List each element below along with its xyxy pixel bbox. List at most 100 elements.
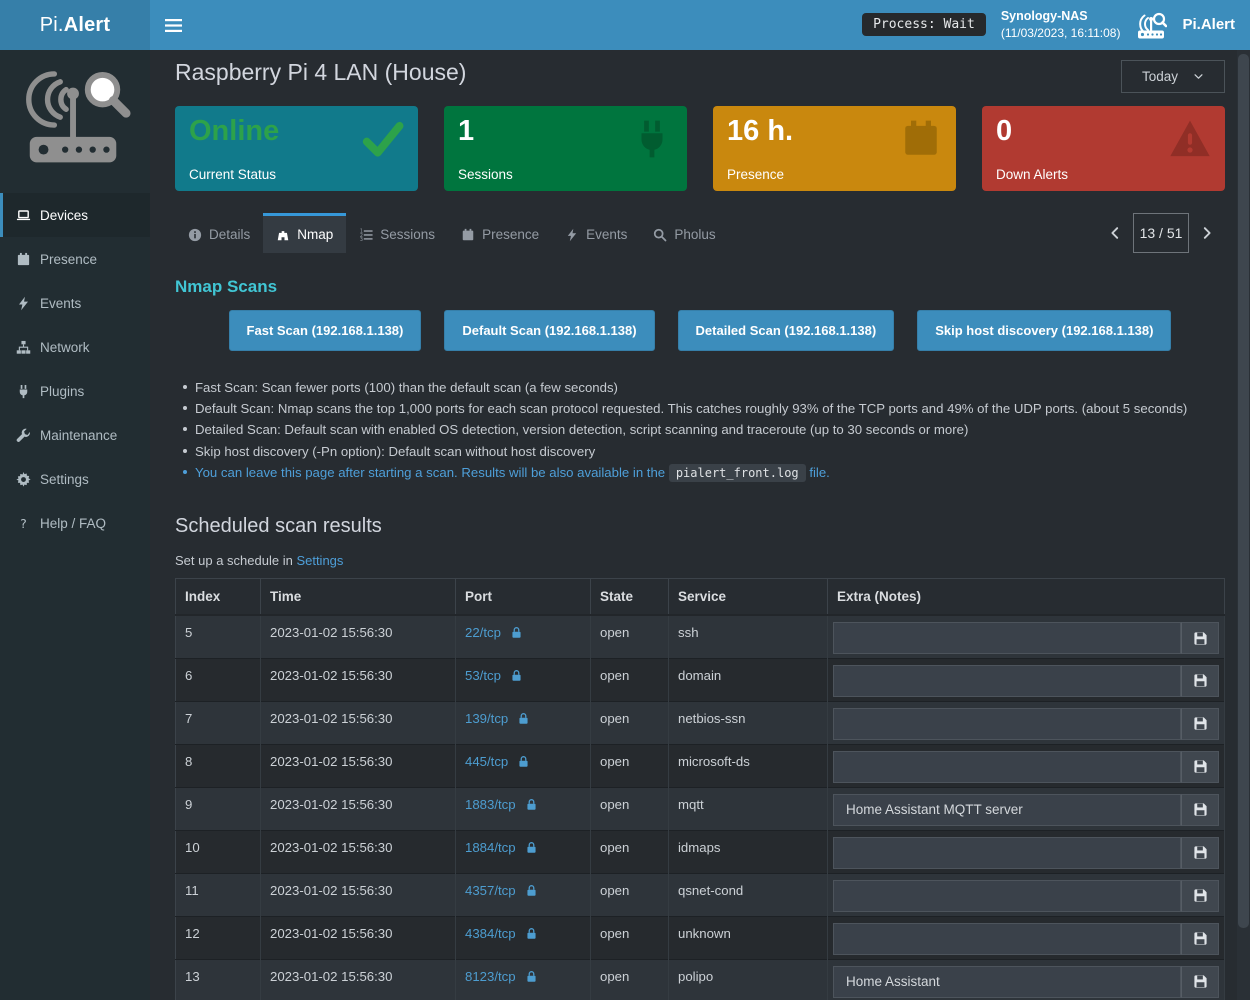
port-link[interactable]: 1883/tcp (465, 796, 516, 812)
scan-result-row: 8 2023-01-02 15:56:30 445/tcp open micro… (175, 743, 1225, 788)
note-input[interactable] (833, 664, 1181, 697)
note-cell (827, 915, 1225, 960)
save-icon (1193, 974, 1208, 989)
save-note-button[interactable] (1181, 836, 1219, 869)
port-link[interactable]: 139/tcp (465, 710, 509, 726)
state-cell: open (590, 700, 669, 745)
card-label: Sessions (458, 167, 513, 182)
tab[interactable]: Events (552, 213, 640, 253)
tab-label: Details (209, 227, 251, 242)
bars-icon (165, 18, 182, 33)
app-brand[interactable]: Pi. Alert (0, 0, 150, 50)
lock-icon (510, 626, 523, 639)
save-note-button[interactable] (1181, 707, 1219, 740)
sitemap-icon (15, 340, 31, 355)
column-header: Index (175, 578, 261, 617)
scrollbar[interactable] (1237, 50, 1250, 1000)
tab[interactable]: Nmap (263, 213, 347, 253)
port-cell: 53/tcp (455, 657, 591, 702)
tab[interactable]: Details (175, 213, 263, 253)
time-cell: 2023-01-02 15:56:30 (260, 958, 456, 1000)
sidebar-item[interactable]: Devices (0, 193, 150, 237)
port-cell: 4384/tcp (455, 915, 591, 960)
scan-button[interactable]: Fast Scan (192.168.1.138) (228, 310, 422, 351)
port-link[interactable]: 8123/tcp (465, 968, 516, 984)
sidebar: Devices Presence Events Network Plugins … (0, 50, 150, 1000)
summary-card[interactable]: 1 Sessions (444, 106, 687, 191)
save-note-button[interactable] (1181, 965, 1219, 998)
note-input[interactable] (833, 750, 1181, 783)
note-input[interactable] (833, 836, 1181, 869)
next-device-button[interactable] (1189, 213, 1225, 253)
summary-card[interactable]: Online Current Status (175, 106, 418, 191)
sidebar-item[interactable]: Maintenance (0, 413, 150, 457)
save-icon (1193, 631, 1208, 646)
tab[interactable]: Presence (448, 213, 552, 253)
chevron-right-icon (1200, 226, 1214, 240)
host-timestamp: (11/03/2023, 16:11:08) (1000, 26, 1121, 41)
sidebar-item[interactable]: ? Help / FAQ (0, 501, 150, 545)
tab[interactable]: Pholus (640, 213, 728, 253)
port-link[interactable]: 22/tcp (465, 625, 501, 641)
service-cell: unknown (668, 915, 828, 960)
sidebar-item-label: Network (40, 339, 90, 355)
sidebar-item-label: Maintenance (40, 427, 118, 443)
sidebar-item[interactable]: Network (0, 325, 150, 369)
note-input[interactable] (833, 707, 1181, 740)
sidebar-item[interactable]: Events (0, 281, 150, 325)
service-cell: polipo (668, 958, 828, 1000)
port-cell: 22/tcp (455, 614, 591, 659)
port-link[interactable]: 4384/tcp (465, 925, 516, 941)
column-header: Time (260, 578, 456, 617)
info-circle-icon (188, 228, 202, 242)
scan-button[interactable]: Detailed Scan (192.168.1.138) (677, 310, 895, 351)
sidebar-item[interactable]: Settings (0, 457, 150, 501)
period-selector[interactable]: Today (1121, 60, 1225, 93)
note-cell (827, 743, 1225, 788)
index-cell: 8 (175, 743, 261, 788)
prev-device-button[interactable] (1097, 213, 1133, 253)
save-note-button[interactable] (1181, 922, 1219, 955)
note-input[interactable] (833, 965, 1181, 998)
summary-card[interactable]: 0 Down Alerts (982, 106, 1225, 191)
state-cell: open (590, 614, 669, 659)
tab-label: Nmap (297, 227, 334, 242)
pialert-logo (16, 68, 134, 168)
top-navbar: Pi. Alert Process: Wait Synology-NAS (11/… (0, 0, 1250, 50)
schedule-hint: Set up a schedule in Settings (175, 553, 344, 569)
port-link[interactable]: 4357/tcp (465, 882, 516, 898)
scan-button[interactable]: Skip host discovery (192.168.1.138) (917, 310, 1172, 351)
port-link[interactable]: 445/tcp (465, 753, 509, 769)
sidebar-menu: Devices Presence Events Network Plugins … (0, 193, 150, 545)
port-cell: 1884/tcp (455, 829, 591, 874)
note-input[interactable] (833, 622, 1181, 655)
save-note-button[interactable] (1181, 622, 1219, 655)
note-input[interactable] (833, 879, 1181, 912)
page-title: Raspberry Pi 4 LAN (House) (175, 59, 467, 85)
note-input[interactable] (833, 922, 1181, 955)
sidebar-item[interactable]: Presence (0, 237, 150, 281)
sidebar-item[interactable]: Plugins (0, 369, 150, 413)
card-label: Presence (727, 167, 785, 182)
save-note-button[interactable] (1181, 793, 1219, 826)
time-cell: 2023-01-02 15:56:30 (260, 829, 456, 874)
scan-button[interactable]: Default Scan (192.168.1.138) (444, 310, 655, 351)
sidebar-toggle-button[interactable] (150, 0, 197, 50)
time-cell: 2023-01-02 15:56:30 (260, 872, 456, 917)
save-note-button[interactable] (1181, 879, 1219, 912)
time-cell: 2023-01-02 15:56:30 (260, 700, 456, 745)
app-name: Pi.Alert (1182, 16, 1235, 34)
settings-link[interactable]: Settings (296, 553, 344, 569)
calendar-icon (461, 228, 475, 242)
note-input[interactable] (833, 793, 1181, 826)
port-link[interactable]: 53/tcp (465, 667, 501, 683)
save-note-button[interactable] (1181, 750, 1219, 783)
port-link[interactable]: 1884/tcp (465, 839, 516, 855)
scrollbar-thumb[interactable] (1238, 54, 1249, 928)
brand-bold: Alert (63, 13, 111, 36)
port-cell: 139/tcp (455, 700, 591, 745)
sidebar-item-label: Devices (40, 207, 89, 223)
save-note-button[interactable] (1181, 664, 1219, 697)
summary-card[interactable]: 16 h. Presence (713, 106, 956, 191)
